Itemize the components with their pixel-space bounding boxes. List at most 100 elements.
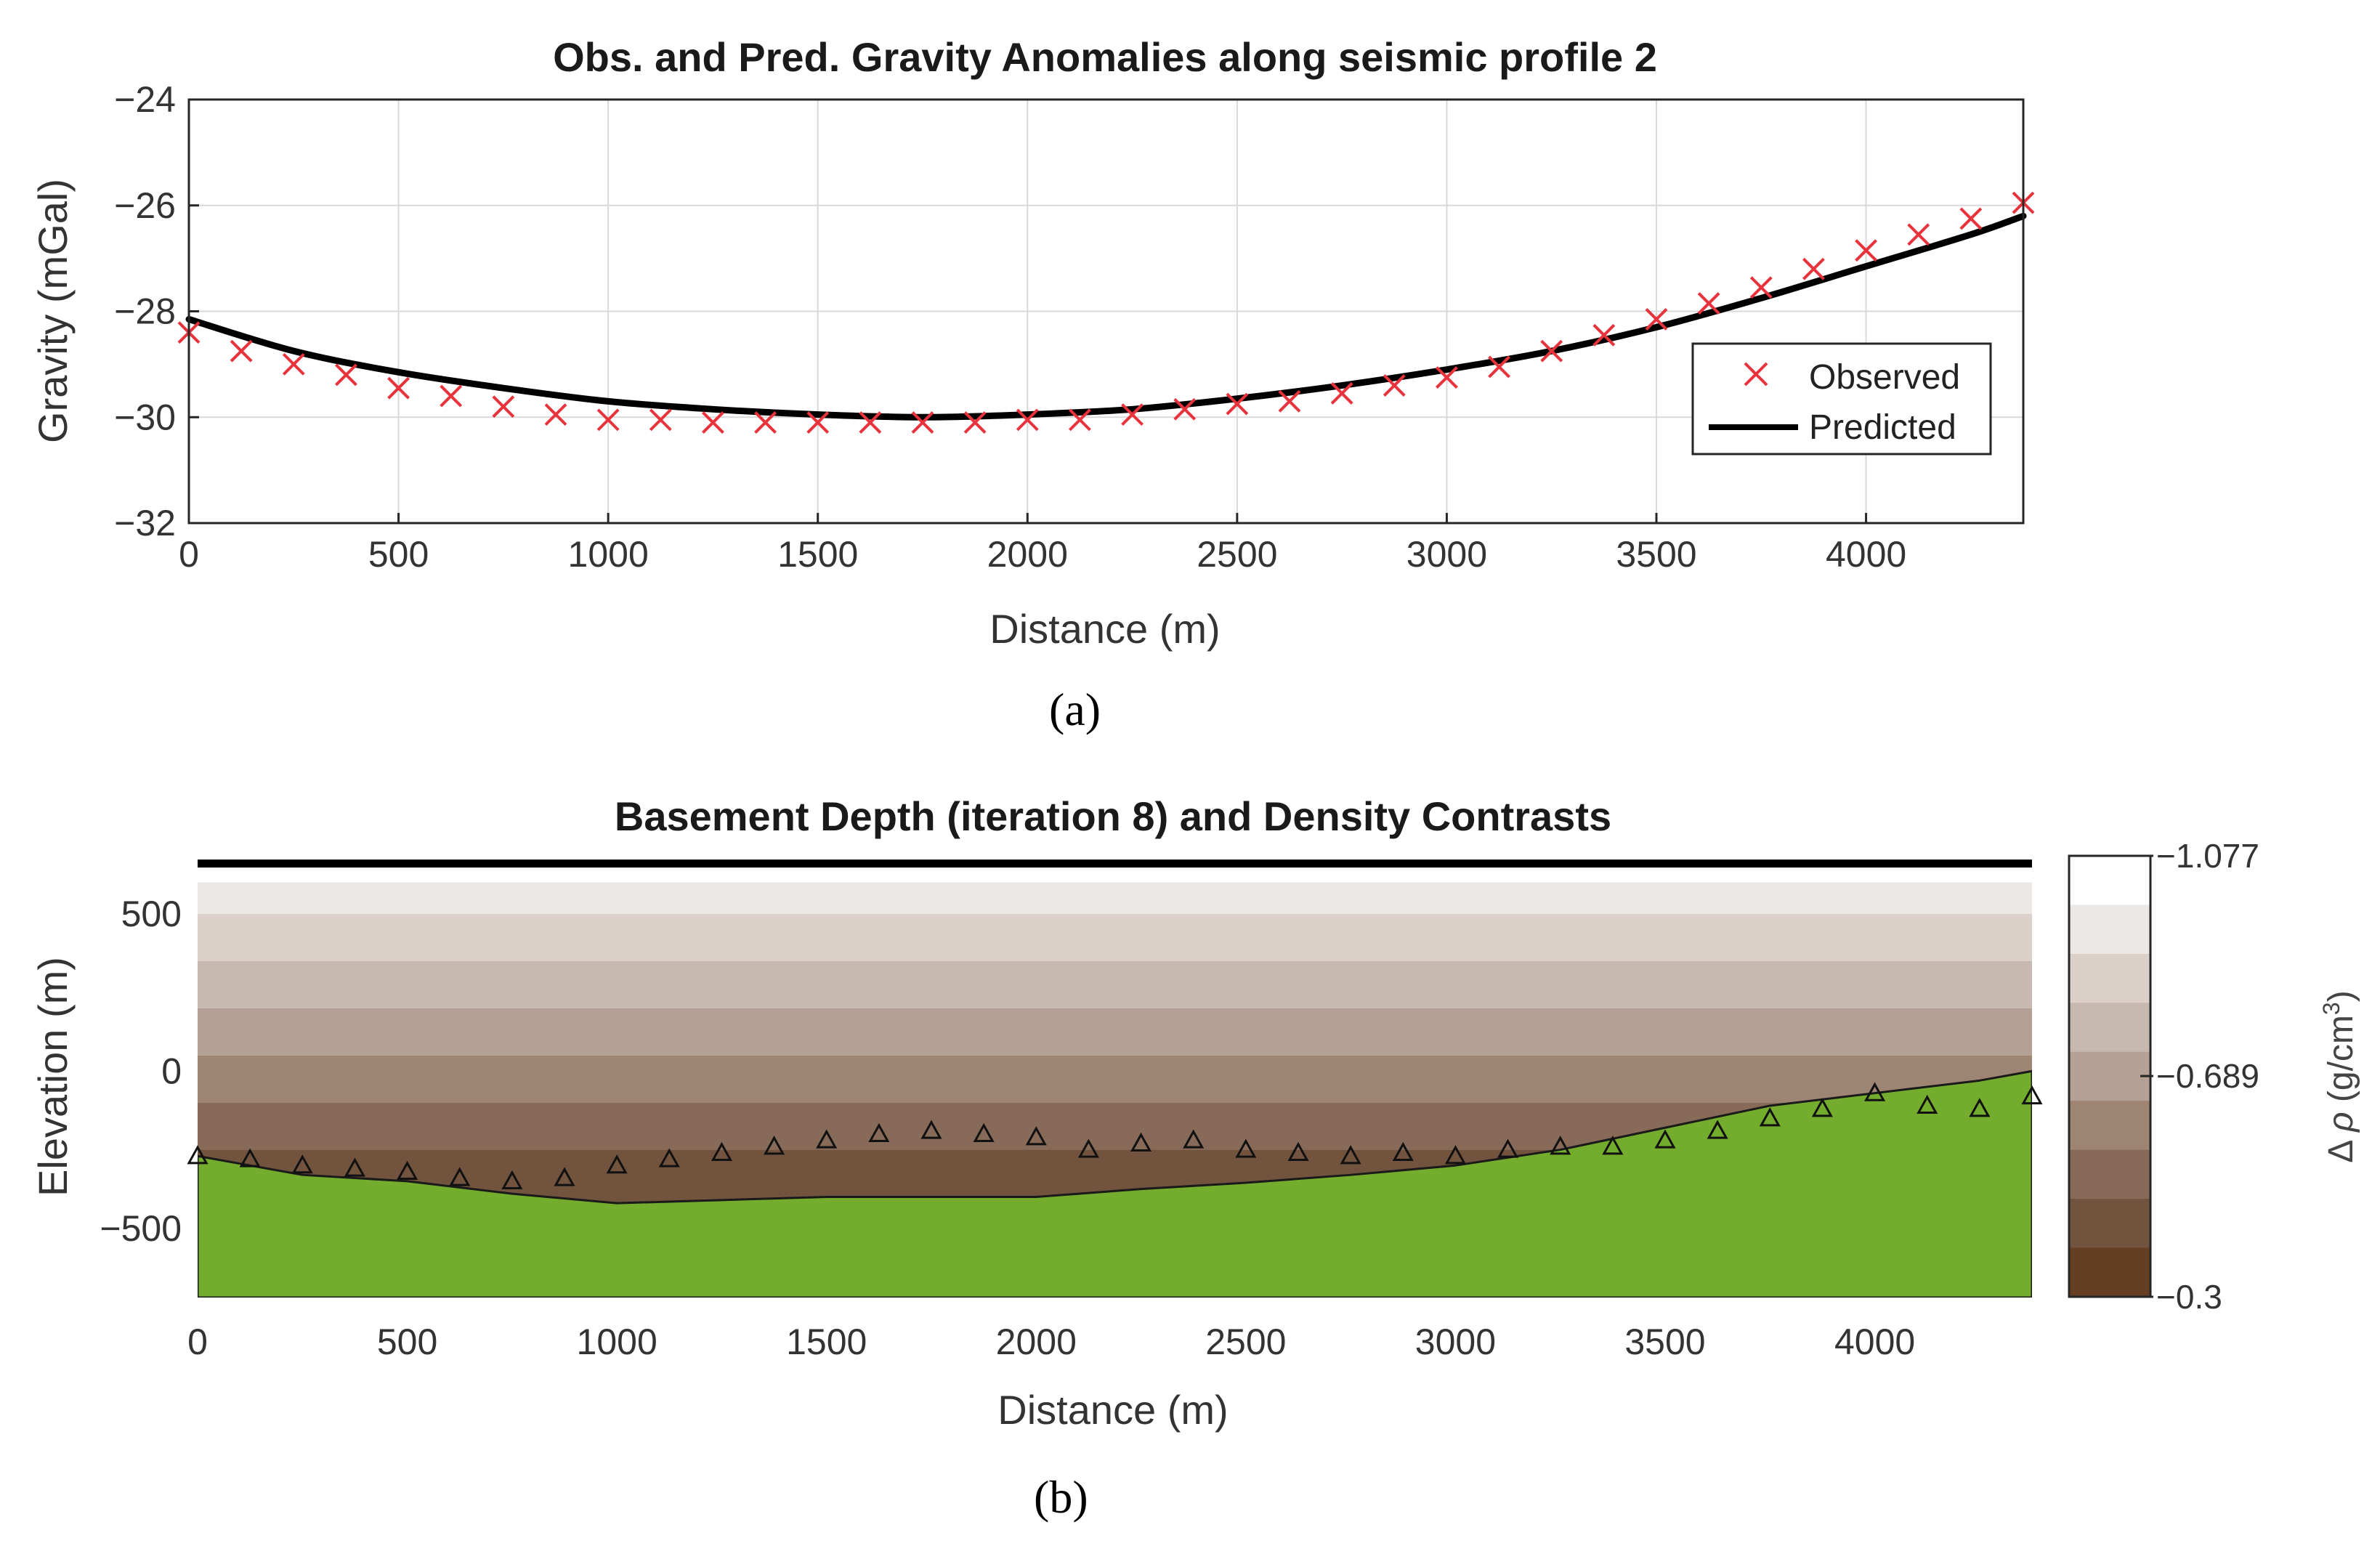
observed-point <box>1749 276 1773 299</box>
colorbar-cell <box>2069 953 2150 1003</box>
x-axis-ticks-b: 0 500 1000 1500 2000 2500 3000 3500 4000 <box>187 1322 1915 1362</box>
y-axis-ticks-a: −24 −26 −28 −30 −32 <box>114 79 199 543</box>
observed-point <box>230 339 253 363</box>
observed-point <box>1016 408 1039 432</box>
x-tick-label: 3000 <box>1406 534 1487 575</box>
observed-point <box>1121 403 1144 426</box>
seismic-point <box>1811 1098 1833 1117</box>
seismic-point <box>658 1148 680 1167</box>
observed-point <box>1488 355 1510 379</box>
seismic-point <box>1025 1126 1047 1146</box>
density-layer <box>198 870 2032 883</box>
basement-polygon <box>198 1069 2032 1298</box>
legend-box <box>1691 342 1992 456</box>
y-tick-label: −24 <box>114 79 176 120</box>
colorbar-cells <box>2069 856 2150 1298</box>
x-tick-label: 2000 <box>987 534 1068 575</box>
colorbar-ticks: −1.077 −0.689 −0.3 <box>2140 837 2259 1316</box>
seismic-point <box>1602 1136 1624 1155</box>
observed-point <box>911 411 934 434</box>
observed-point <box>1436 366 1458 389</box>
density-layer <box>198 913 2032 961</box>
y-tick-label: −32 <box>114 503 176 543</box>
seismic-point <box>1654 1129 1676 1149</box>
x-tick-label: 2000 <box>996 1322 1077 1362</box>
observed-point <box>963 411 987 434</box>
seismic-point <box>1759 1107 1781 1127</box>
colorbar: −1.077 −0.689 −0.3 Δ ρ (g/cm3) <box>2068 837 2360 1316</box>
chart-a-title: Obs. and Pred. Gravity Anomalies along s… <box>553 34 1657 80</box>
x-tick-label: 500 <box>377 1322 437 1362</box>
colorbar-cell <box>2069 1149 2150 1199</box>
observed-point <box>1802 257 1825 280</box>
colorbar-tick-label: −1.077 <box>2156 837 2259 875</box>
seismic-point <box>1130 1132 1152 1152</box>
seismic-point <box>1969 1098 1991 1117</box>
legend-predicted-label: Predicted <box>1809 408 1956 447</box>
y-tick-label: −500 <box>100 1208 182 1249</box>
density-layer <box>198 960 2032 1008</box>
panel-b: Basement Depth (iteration 8) and Density… <box>30 793 2360 1523</box>
caption-b: (b) <box>1034 1471 1088 1523</box>
observed-point <box>754 411 777 434</box>
panel-a: Obs. and Pred. Gravity Anomalies along s… <box>30 34 2035 735</box>
colorbar-cell <box>2069 1003 2150 1053</box>
legend-observed-label: Observed <box>1809 358 1960 397</box>
seismic-point <box>1183 1129 1205 1149</box>
seismic-point <box>606 1154 628 1174</box>
observed-point <box>387 376 410 400</box>
chart-b-title: Basement Depth (iteration 8) and Density… <box>615 793 1611 839</box>
seismic-point <box>1707 1120 1728 1139</box>
observed-point <box>335 363 357 386</box>
seismic-point <box>1235 1138 1257 1158</box>
predicted-series <box>185 212 2027 421</box>
colorbar-tick-label: −0.3 <box>2156 1278 2222 1316</box>
observed-point <box>1959 207 1983 230</box>
seismic-point <box>973 1122 995 1143</box>
seismic-point <box>1864 1082 1886 1101</box>
seismic-point <box>397 1160 418 1180</box>
y-axis-ticks-b: 500 0 −500 <box>100 894 182 1249</box>
caption-a: (a) <box>1049 684 1101 735</box>
colorbar-tick-label: −0.689 <box>2156 1057 2259 1095</box>
colorbar-label: Δ ρ (g/cm3) <box>2318 990 2360 1162</box>
observed-point <box>806 411 830 434</box>
seismic-point <box>501 1170 523 1189</box>
observed-point <box>596 408 620 432</box>
observed-point <box>1226 392 1249 416</box>
y-axis-label-a: Gravity (mGal) <box>30 179 76 443</box>
seismic-point <box>2021 1085 2043 1105</box>
predicted-line <box>185 212 2027 421</box>
x-tick-label: 500 <box>368 534 429 575</box>
basement-area <box>198 1069 2032 1298</box>
observed-point <box>492 395 515 418</box>
seismic-point <box>1392 1141 1414 1161</box>
x-tick-label: 3500 <box>1624 1322 1705 1362</box>
observed-point <box>1855 239 1877 262</box>
x-tick-label: 4000 <box>1834 1322 1915 1362</box>
x-tick-label: 0 <box>187 1322 208 1362</box>
density-layer <box>198 882 2032 914</box>
observed-point <box>1697 292 1720 315</box>
seismic-point <box>816 1129 838 1149</box>
x-tick-label: 3500 <box>1616 534 1696 575</box>
observed-point <box>1330 382 1353 405</box>
observed-point <box>282 352 305 376</box>
colorbar-cell <box>2069 1051 2150 1101</box>
y-axis-label-b: Elevation (m) <box>30 957 76 1197</box>
seismic-point <box>1287 1141 1309 1161</box>
seismic-point <box>449 1167 471 1186</box>
observed-point <box>649 408 672 432</box>
colorbar-cell <box>2069 1199 2150 1249</box>
observed-point <box>1069 408 1091 432</box>
y-tick-label: −28 <box>114 291 176 332</box>
x-tick-label: 1500 <box>786 1322 867 1362</box>
density-layer <box>198 1008 2032 1056</box>
observed-point <box>702 411 724 434</box>
colorbar-cell <box>2069 904 2150 955</box>
y-tick-label: −26 <box>114 185 176 226</box>
x-tick-label: 0 <box>179 534 199 575</box>
seismic-point <box>239 1148 261 1167</box>
x-axis-ticks-a: 0 500 1000 1500 2000 2500 3000 3500 4000 <box>179 513 1906 575</box>
